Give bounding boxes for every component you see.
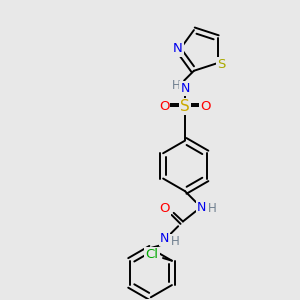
Text: O: O xyxy=(201,100,211,113)
Text: N: N xyxy=(180,82,190,95)
Text: O: O xyxy=(159,100,169,113)
Text: N: N xyxy=(160,232,169,245)
Text: N: N xyxy=(173,42,182,56)
Text: H: H xyxy=(171,235,180,248)
Text: O: O xyxy=(160,202,170,214)
Text: S: S xyxy=(217,58,226,71)
Text: Cl: Cl xyxy=(146,248,158,261)
Text: H: H xyxy=(208,202,217,215)
Text: N: N xyxy=(197,201,206,214)
Text: H: H xyxy=(172,79,181,92)
Text: S: S xyxy=(180,99,190,114)
